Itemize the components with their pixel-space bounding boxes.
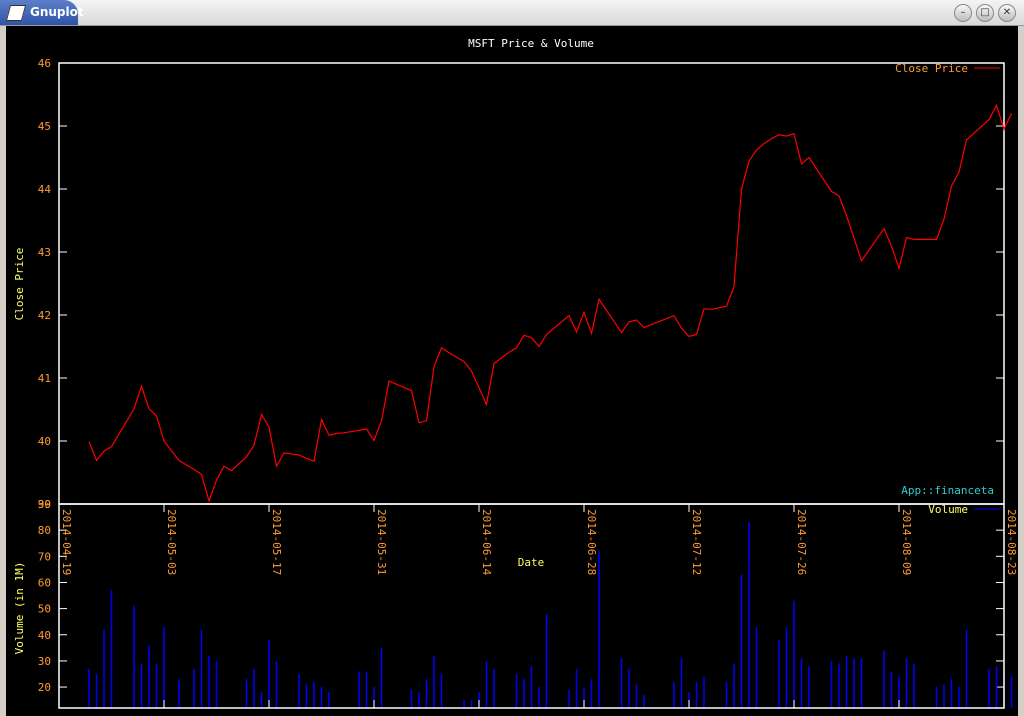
x-tick-label: 2014-06-28 [585,509,598,575]
volume-y-tick-label: 20 [38,681,51,694]
price-y-tick-label: 42 [38,309,51,322]
volume-y-tick-label: 40 [38,629,51,642]
window-title: Gnuplot [30,5,84,19]
minimize-icon[interactable]: – [954,4,972,22]
price-legend-label: Close Price [895,62,968,75]
close-icon[interactable]: ✕ [998,4,1016,22]
price-y-tick-label: 43 [38,246,51,259]
x-tick-label: 2014-05-17 [270,509,283,575]
gnuplot-app-icon [5,5,27,21]
volume-legend-label: Volume [928,503,968,516]
x-tick-label: 2014-04-19 [60,509,73,575]
plot-window: MSFT Price & Volume Close Price Volume (… [6,26,1018,716]
volume-plot-frame [58,503,1005,709]
price-y-tick-label: 46 [38,57,51,70]
x-axis-label: Date [518,556,545,569]
x-tick-label: 2014-05-03 [165,509,178,575]
credit-label: App::financeta [901,484,994,497]
chart-canvas: MSFT Price & Volume Close Price Volume (… [13,37,1018,709]
volume-y-tick-label: 80 [38,524,51,537]
volume-y-tick-label: 70 [38,550,51,563]
price-y-tick-label: 44 [38,183,52,196]
price-plot-frame [58,62,1005,505]
volume-y-axis-label: Volume (in 1M) [13,562,26,655]
x-tick-label: 2014-08-23 [1005,509,1018,575]
x-tick-label: 2014-07-26 [795,509,808,575]
window-titlebar: Gnuplot – □ ✕ [0,0,1024,26]
window-title-tab: Gnuplot [0,0,84,25]
price-y-axis-label: Close Price [13,248,26,321]
volume-y-tick-label: 90 [38,498,51,511]
price-y-tick-label: 40 [38,435,51,448]
price-y-tick-label: 45 [38,120,51,133]
x-tick-label: 2014-08-09 [900,509,913,575]
close-price-line [88,103,1013,503]
chart-title: MSFT Price & Volume [468,37,594,50]
price-y-tick-label: 41 [38,372,51,385]
price-y-tick-label: 39 [38,498,51,511]
volume-y-tick-label: 50 [38,603,51,616]
volume-y-tick-label: 30 [38,655,51,668]
x-tick-label: 2014-06-14 [480,509,493,576]
maximize-icon[interactable]: □ [976,4,994,22]
x-tick-label: 2014-05-31 [375,509,388,575]
x-tick-label: 2014-07-12 [690,509,703,575]
volume-y-tick-label: 60 [38,576,51,589]
